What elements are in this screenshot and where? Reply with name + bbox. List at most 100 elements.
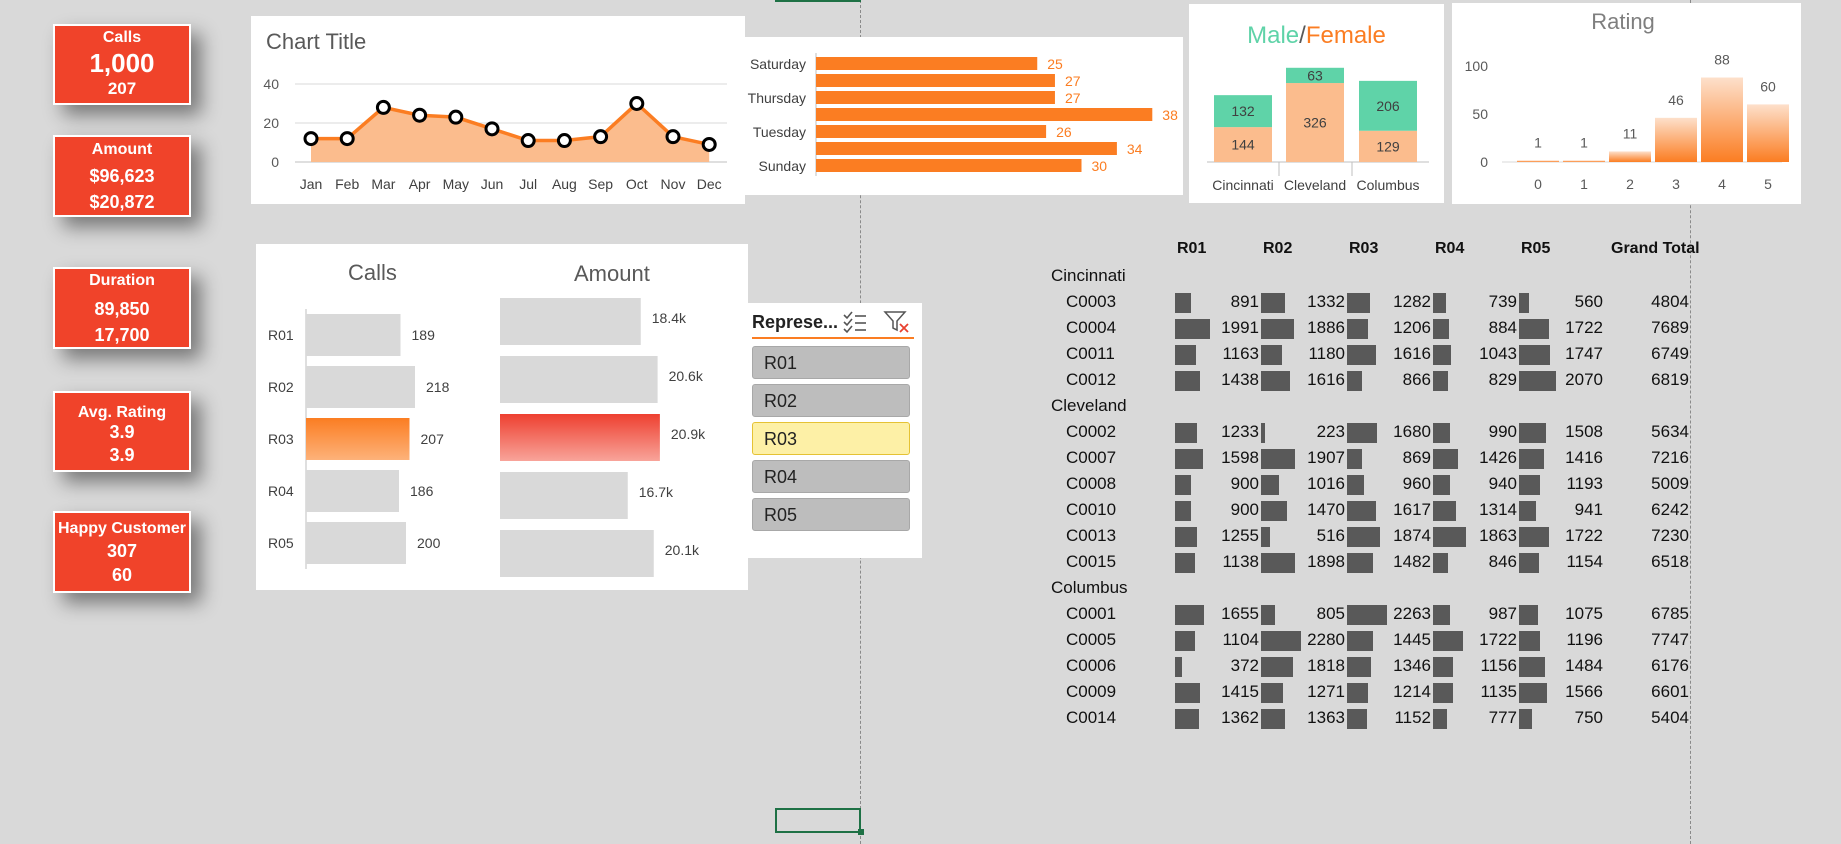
multi-select-icon[interactable] [842,309,868,335]
pivot-cell-value[interactable]: 1598 [1221,448,1259,467]
pivot-cell-value[interactable]: 1818 [1307,656,1345,675]
pivot-cell-value[interactable]: 1680 [1393,422,1431,441]
pivot-cell-value[interactable]: 987 [1488,604,1517,623]
pivot-cell-value[interactable]: 1566 [1565,682,1603,701]
gender-chart[interactable]: Male/Female 144 132 Cincinnati 326 63 Clevela… [1189,4,1444,203]
pivot-cell-value[interactable]: 1655 [1221,604,1259,623]
pivot-cell-value[interactable]: 1616 [1393,344,1431,363]
selected-cell[interactable] [775,808,861,833]
pivot-cell-value[interactable]: 1722 [1479,630,1517,649]
pivot-cell-value[interactable]: 1416 [1565,448,1603,467]
pivot-cell-value[interactable]: 940 [1488,474,1517,493]
pivot-cell-value[interactable]: 900 [1230,500,1259,519]
pivot-cell-value[interactable]: 1154 [1566,552,1603,571]
pivot-cell-value[interactable]: 1152 [1394,708,1431,727]
pivot-cell-value[interactable]: 1362 [1221,708,1259,727]
pivot-cell-value[interactable]: 829 [1488,370,1517,389]
pivot-grand-total[interactable]: 7216 [1651,448,1689,467]
pivot-grand-total[interactable]: 6242 [1651,500,1689,519]
pivot-cell-value[interactable]: 777 [1488,708,1517,727]
pivot-cell-value[interactable]: 1163 [1222,344,1259,363]
pivot-cell-value[interactable]: 990 [1488,422,1517,441]
pivot-cell-value[interactable]: 1196 [1566,630,1603,649]
pivot-cell-value[interactable]: 1470 [1307,500,1345,519]
pivot-cell-value[interactable]: 805 [1316,604,1345,623]
pivot-row-label[interactable]: C0010 [1066,500,1117,519]
pivot-cell-value[interactable]: 1193 [1566,474,1603,493]
pivot-cell-value[interactable]: 223 [1316,422,1345,441]
pivot-row-label[interactable]: C0001 [1066,604,1117,623]
pivot-cell-value[interactable]: 1043 [1479,344,1517,363]
pivot-column-header[interactable]: R03 [1349,240,1379,257]
pivot-cell-value[interactable]: 941 [1574,500,1603,519]
pivot-cell-value[interactable]: 1233 [1221,422,1259,441]
slicer-item-r05[interactable]: R05 [752,498,910,531]
pivot-cell-value[interactable]: 1138 [1222,552,1259,571]
pivot-cell-value[interactable]: 1722 [1565,526,1603,545]
pivot-cell-value[interactable]: 1346 [1393,656,1431,675]
pivot-cell-value[interactable]: 372 [1230,656,1259,675]
pivot-cell-value[interactable]: 739 [1488,292,1517,311]
pivot-cell-value[interactable]: 1271 [1307,682,1345,701]
slicer-item-r03[interactable]: R03 [752,422,910,455]
pivot-grand-total[interactable]: 5009 [1651,474,1689,493]
pivot-grand-total[interactable]: 6785 [1651,604,1689,623]
pivot-cell-value[interactable]: 846 [1488,552,1517,571]
pivot-cell-value[interactable]: 891 [1230,292,1259,311]
pivot-cell-value[interactable]: 1907 [1307,448,1345,467]
pivot-cell-value[interactable]: 1616 [1307,370,1345,389]
pivot-cell-value[interactable]: 1445 [1393,630,1431,649]
pivot-cell-value[interactable]: 1135 [1480,682,1517,701]
clear-filter-icon[interactable] [883,309,911,335]
pivot-row-label[interactable]: C0011 [1066,344,1115,363]
pivot-group-label[interactable]: Cleveland [1051,396,1127,415]
pivot-row-label[interactable]: C0009 [1066,682,1117,701]
pivot-grand-total[interactable]: 6749 [1651,344,1689,363]
pivot-cell-value[interactable]: 1508 [1565,422,1603,441]
pivot-cell-value[interactable]: 1282 [1393,292,1431,311]
pivot-column-header[interactable]: R05 [1521,240,1551,257]
pivot-cell-value[interactable]: 1214 [1393,682,1431,701]
representative-slicer[interactable]: Represe... R01 R02 R03 R04 R05 [746,303,922,558]
pivot-cell-value[interactable]: 2070 [1565,370,1603,389]
pivot-grand-total[interactable]: 6518 [1651,552,1689,571]
pivot-cell-value[interactable]: 1180 [1308,344,1345,363]
pivot-cell-value[interactable]: 1438 [1221,370,1259,389]
pivot-cell-value[interactable]: 960 [1402,474,1431,493]
pivot-cell-value[interactable]: 1255 [1221,526,1259,545]
pivot-grand-total[interactable]: 7747 [1651,630,1689,649]
pivot-cell-value[interactable]: 1206 [1393,318,1431,337]
pivot-grand-total[interactable]: 7689 [1651,318,1689,337]
pivot-column-header[interactable]: R02 [1263,240,1293,257]
pivot-cell-value[interactable]: 1104 [1222,630,1259,649]
pivot-row-label[interactable]: C0012 [1066,370,1117,389]
pivot-cell-value[interactable]: 1156 [1480,656,1517,675]
pivot-cell-value[interactable]: 1482 [1393,552,1431,571]
pivot-cell-value[interactable]: 1314 [1479,500,1517,519]
pivot-cell-value[interactable]: 1898 [1307,552,1345,571]
pivot-grand-total[interactable]: 7230 [1651,526,1689,545]
pivot-cell-value[interactable]: 1426 [1479,448,1517,467]
pivot-cell-value[interactable]: 884 [1488,318,1517,337]
slicer-item-r01[interactable]: R01 [752,346,910,379]
pivot-grand-total[interactable]: 6601 [1651,682,1689,701]
pivot-cell-value[interactable]: 1363 [1307,708,1345,727]
pivot-cell-value[interactable]: 869 [1402,448,1431,467]
pivot-row-label[interactable]: C0013 [1066,526,1117,545]
pivot-group-label[interactable]: Columbus [1051,578,1128,597]
pivot-cell-value[interactable]: 516 [1316,526,1345,545]
pivot-row-label[interactable]: C0006 [1066,656,1117,675]
pivot-cell-value[interactable]: 1874 [1393,526,1431,545]
pivot-cell-value[interactable]: 866 [1402,370,1431,389]
pivot-cell-value[interactable]: 1747 [1565,344,1603,363]
pivot-column-header[interactable]: Grand Total [1611,240,1700,257]
slicer-item-r04[interactable]: R04 [752,460,910,493]
pivot-grand-total[interactable]: 4804 [1651,292,1689,311]
pivot-cell-value[interactable]: 1617 [1393,500,1431,519]
pivot-cell-value[interactable]: 2263 [1393,604,1431,623]
pivot-row-label[interactable]: C0008 [1066,474,1117,493]
pivot-cell-value[interactable]: 560 [1574,292,1603,311]
pivot-cell-value[interactable]: 900 [1230,474,1259,493]
pivot-grand-total[interactable]: 6819 [1651,370,1689,389]
pivot-row-label[interactable]: C0005 [1066,630,1117,649]
